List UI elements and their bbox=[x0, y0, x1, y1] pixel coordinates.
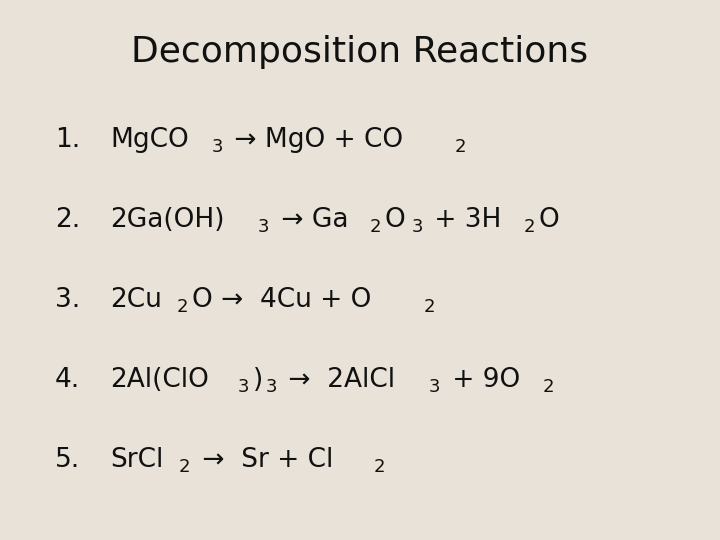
Text: 5.: 5. bbox=[55, 447, 80, 473]
Text: 2Al(ClO: 2Al(ClO bbox=[110, 367, 209, 393]
Text: 2.: 2. bbox=[55, 207, 80, 233]
Text: 3: 3 bbox=[238, 378, 249, 396]
Text: →  2AlCl: → 2AlCl bbox=[281, 367, 395, 393]
Text: MgCO: MgCO bbox=[110, 127, 189, 153]
Text: + 3H: + 3H bbox=[426, 207, 502, 233]
Text: → Ga: → Ga bbox=[273, 207, 348, 233]
Text: + 9O: + 9O bbox=[444, 367, 520, 393]
Text: 3: 3 bbox=[266, 378, 277, 396]
Text: O →  4Cu + O: O → 4Cu + O bbox=[192, 287, 371, 313]
Text: 2Cu: 2Cu bbox=[110, 287, 162, 313]
Text: 2: 2 bbox=[423, 298, 435, 316]
Text: 1.: 1. bbox=[55, 127, 80, 153]
Text: 2: 2 bbox=[179, 458, 190, 476]
Text: 2: 2 bbox=[455, 138, 467, 156]
Text: 3: 3 bbox=[258, 218, 269, 236]
Text: 2Ga(OH): 2Ga(OH) bbox=[110, 207, 225, 233]
Text: Decomposition Reactions: Decomposition Reactions bbox=[132, 35, 588, 69]
Text: 3: 3 bbox=[412, 218, 423, 236]
Text: 3: 3 bbox=[212, 138, 223, 156]
Text: 2: 2 bbox=[523, 218, 535, 236]
Text: 3.: 3. bbox=[55, 287, 80, 313]
Text: 2: 2 bbox=[370, 218, 382, 236]
Text: →  Sr + Cl: → Sr + Cl bbox=[194, 447, 333, 473]
Text: SrCl: SrCl bbox=[110, 447, 163, 473]
Text: 4.: 4. bbox=[55, 367, 80, 393]
Text: 2: 2 bbox=[177, 298, 189, 316]
Text: 2: 2 bbox=[542, 378, 554, 396]
Text: → MgO + CO: → MgO + CO bbox=[227, 127, 404, 153]
Text: 2: 2 bbox=[374, 458, 385, 476]
Text: O: O bbox=[539, 207, 559, 233]
Text: 3: 3 bbox=[429, 378, 441, 396]
Text: O: O bbox=[384, 207, 405, 233]
Text: ): ) bbox=[253, 367, 263, 393]
